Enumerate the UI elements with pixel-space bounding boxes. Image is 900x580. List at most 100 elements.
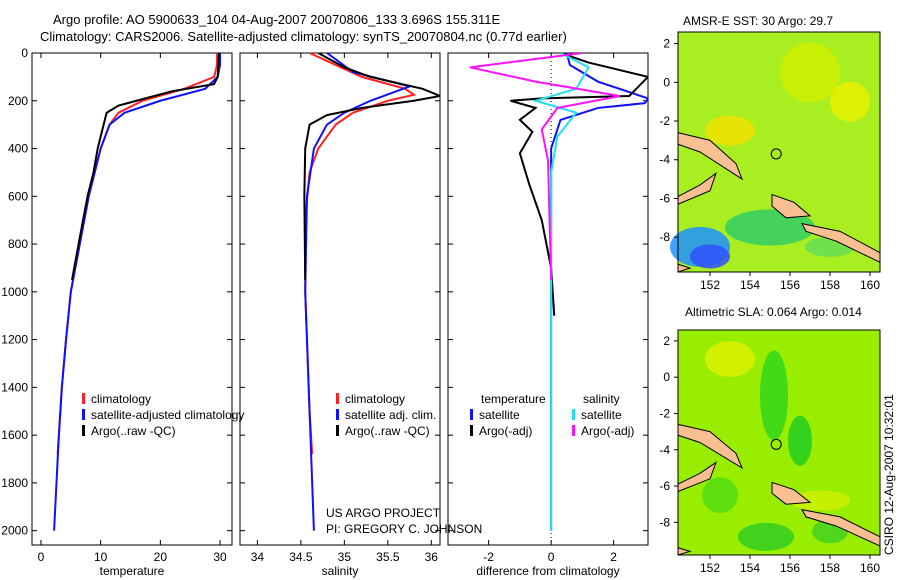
profile-line-temperature-argo-adj-: [510, 53, 648, 316]
map-field-patch: [830, 81, 870, 122]
argo-position-marker: [770, 148, 782, 160]
x-axis-label: temperature: [100, 564, 165, 578]
profile-line-argo-raw-qc-: [303, 53, 440, 280]
legend-label: satellite: [479, 408, 520, 422]
plot-frame: [447, 52, 649, 546]
map-x-tick-label: 154: [740, 278, 760, 292]
x-tick-label: 0: [38, 550, 45, 564]
salinity-legend: climatology satellite adj. clim. Argo(..…: [336, 391, 436, 439]
land-polygon: [677, 423, 744, 470]
title-line-1: Argo profile: AO 5900633_104 04-Aug-2007…: [53, 12, 501, 27]
map-y-tick-label: -4: [659, 153, 670, 167]
y-tick-label: 400: [8, 142, 28, 156]
x-axis-label: difference from climatology: [476, 564, 619, 578]
legend-swatch: [336, 409, 339, 420]
sst-map-title: AMSR-E SST: 30 Argo: 29.7: [683, 14, 834, 28]
title-line-2: Climatology: CARS2006. Satellite-adjuste…: [40, 29, 567, 44]
x-tick-label: 0: [548, 550, 555, 564]
legend-swatch: [470, 425, 473, 436]
map-y-tick-label: -2: [659, 406, 670, 420]
map-field-patch: [690, 244, 730, 269]
map-x-tick-label: 160: [860, 278, 880, 292]
legend-swatch: [336, 425, 339, 436]
land-polygon: [771, 193, 812, 219]
sst-map: 152 154 156 158 160 2 0 -2 -4 -6 -8: [659, 31, 881, 292]
y-tick-label: 0: [21, 46, 28, 60]
map-x-tick-label: 156: [780, 561, 800, 575]
profile-line-argo-raw-qc-: [71, 53, 220, 281]
y-tick-label: 2000: [1, 524, 28, 538]
legend-label: Argo(..raw -QC): [345, 424, 430, 438]
map-x-tick-label: 158: [820, 278, 840, 292]
map-field-patch: [702, 477, 738, 514]
x-axis-label: salinity: [322, 564, 359, 578]
legend-header: salinity: [583, 392, 620, 406]
map-x-tick-label: 160: [860, 561, 880, 575]
map-y-tick-label: -6: [659, 191, 670, 205]
legend-swatch: [82, 393, 85, 404]
credit-text: US ARGO PROJECT PI: GREGORY C. JOHNSON: [326, 505, 482, 537]
profile-line-salinity-satellite: [531, 53, 591, 531]
x-tick-label: 35: [338, 550, 352, 564]
map-y-tick-label: -2: [659, 114, 670, 128]
x-tick-label: 36: [425, 550, 439, 564]
x-tick-label: -2: [483, 550, 494, 564]
legend-label: satellite-adjusted climatology: [91, 408, 245, 422]
profile-line-satellite-adj-clim-: [304, 53, 413, 531]
x-tick-label: 34.5: [289, 550, 313, 564]
panel-0: 0 10 20 30 temperature 0 200 400 600 800 1000 1200 1…: [1, 46, 233, 578]
panel-1: 34 34.5 35 35.5 36 salinity: [239, 52, 441, 578]
x-tick-label: 35.5: [376, 550, 400, 564]
legend-label: climatology: [91, 392, 152, 406]
legend-label: satellite adj. clim.: [345, 408, 437, 422]
map-field-patch: [760, 350, 788, 441]
profile-line-satellite-adjusted-climatology: [53, 53, 222, 531]
legend-header: temperature: [481, 392, 546, 406]
y-tick-label: 600: [8, 189, 28, 203]
map-y-tick-label: 2: [663, 37, 670, 51]
map-y-tick-label: 0: [663, 75, 670, 89]
map-frame: [677, 31, 881, 273]
map-y-tick-label: -6: [659, 479, 670, 493]
sla-map-title: Altimetric SLA: 0.064 Argo: 0.014: [685, 305, 862, 319]
legend-label: Argo(-adj): [581, 424, 635, 438]
temperature-legend: climatology satellite-adjusted climatolo…: [82, 391, 244, 439]
profile-line-temperature-satellite: [550, 53, 648, 531]
plot-frame: [239, 52, 441, 546]
map-x-tick-label: 154: [740, 561, 760, 575]
land-polygon: [771, 481, 812, 505]
project-label: US ARGO PROJECT: [326, 506, 441, 520]
map-field-patch: [790, 490, 850, 511]
map-x-tick-label: 152: [700, 561, 720, 575]
profile-line-salinity-argo-adj-: [469, 53, 621, 280]
map-field-patch: [705, 115, 755, 146]
y-tick-label: 1000: [1, 285, 28, 299]
legend-swatch: [82, 409, 85, 420]
x-tick-label: 30: [213, 550, 227, 564]
legend-label: Argo(-adj): [479, 424, 533, 438]
legend-label: satellite: [581, 408, 622, 422]
legend-swatch: [470, 409, 473, 420]
map-field-patch: [788, 415, 812, 466]
y-tick-label: 200: [8, 94, 28, 108]
y-tick-label: 1800: [1, 476, 28, 490]
legend-label: climatology: [345, 392, 406, 406]
y-tick-label: 1200: [1, 333, 28, 347]
land-polygon: [677, 132, 744, 181]
map-x-tick-label: 152: [700, 278, 720, 292]
map-x-tick-label: 156: [780, 278, 800, 292]
pi-label: PI: GREGORY C. JOHNSON: [326, 522, 483, 536]
x-tick-label: 2: [610, 550, 617, 564]
map-y-tick-label: 0: [663, 370, 670, 384]
sla-map: 152 154 156 158 160 2 0 -2 -4 -6 -8: [659, 329, 881, 575]
difference-legend-temperature: temperature satellite Argo(-adj): [470, 391, 546, 439]
x-tick-label: 10: [94, 550, 108, 564]
map-x-tick-label: 158: [820, 561, 840, 575]
legend-swatch: [336, 393, 339, 404]
map-field-patch: [780, 42, 840, 103]
legend-swatch: [572, 425, 575, 436]
map-y-tick-label: -8: [659, 515, 670, 529]
x-tick-label: 34: [251, 550, 265, 564]
